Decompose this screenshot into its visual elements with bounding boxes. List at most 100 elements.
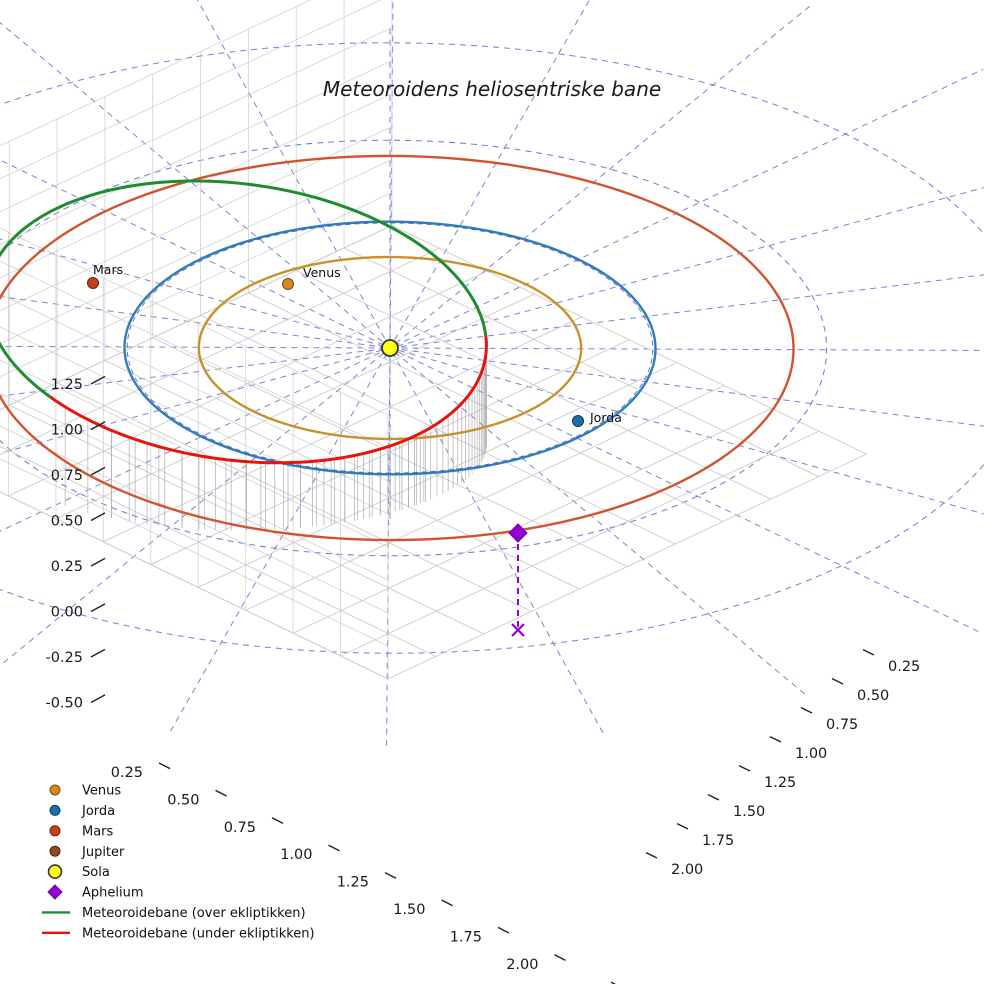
aphelion-diamond-marker[interactable] (508, 523, 528, 543)
z-axis-tick (90, 603, 106, 613)
x-axis-tick (158, 762, 171, 770)
legend-item[interactable]: Meteoroidebane (over ekliptikken) (42, 906, 306, 921)
legend-label: Mars (82, 824, 114, 839)
z-axis-tick-label: 1.25 (51, 377, 83, 393)
y-axis-tick-label: 0.25 (888, 659, 920, 675)
legend-circle-marker (47, 864, 63, 879)
y-axis-tick (707, 793, 720, 801)
z-axis-tick-label: -0.50 (45, 696, 83, 712)
x-axis-tick (328, 844, 340, 852)
y-axis-tick (831, 677, 844, 685)
y-axis-tick-label: 1.00 (795, 746, 827, 762)
x-axis-tick-label: 0.75 (224, 820, 256, 836)
legend-label: Aphelium (82, 886, 144, 901)
polar-spoke (0, 296, 984, 427)
z-axis-tick (90, 466, 106, 476)
legend-item[interactable]: Mars (49, 824, 114, 839)
y-axis-tick-label: 0.50 (857, 688, 889, 704)
y-axis-tick (676, 822, 689, 830)
legend-circle-marker (49, 804, 61, 816)
body-markers: Mars Venus Jorda (87, 262, 622, 427)
legend-circle-marker (49, 825, 61, 837)
z-axis-tick-label: -0.25 (45, 650, 83, 666)
planet-marker-mars[interactable] (87, 277, 99, 289)
planet-marker-jorda[interactable] (572, 415, 584, 427)
back-wall-right (0, 0, 393, 411)
legend-label: Sola (82, 865, 110, 880)
z-axis-tick-label: 0.75 (51, 468, 83, 484)
x-axis-tick (554, 954, 566, 962)
y-axis-tick-label: 1.25 (764, 775, 796, 791)
legend-circle-marker (49, 784, 61, 796)
planet-label-jorda: Jorda (589, 410, 622, 425)
y-axis-tick (862, 648, 875, 656)
x-axis-tick (497, 926, 510, 934)
y-axis-tick (738, 764, 751, 772)
orbit-jorda-guide (126, 222, 654, 474)
x-axis-tick (215, 789, 227, 797)
planet-orbits (0, 154, 795, 542)
z-axis-tick-label: 0.25 (51, 559, 83, 575)
back-wall-left (0, 227, 389, 680)
planet-marker-venus[interactable] (282, 278, 294, 290)
z-axis-tick (90, 557, 106, 567)
x-axis-tick-label: 1.50 (393, 902, 425, 918)
polar-spoke (0, 345, 984, 351)
planet-label-venus: Venus (303, 265, 341, 280)
y-axis-tick (645, 851, 658, 859)
x-axis-tick (384, 871, 397, 879)
legend-diamond-marker (47, 884, 63, 900)
meteoroid-below-ecliptic (47, 362, 486, 465)
x-axis-tick (271, 817, 284, 825)
legend-label: Meteoroidebane (under ekliptikken) (82, 926, 315, 941)
x-axis-tick-label: 0.50 (167, 792, 199, 808)
legend-circle-marker (49, 845, 61, 857)
legend-item[interactable]: Jupiter (49, 845, 125, 860)
z-axis-tick (90, 375, 106, 385)
x-axis-tick-label: 1.25 (337, 875, 369, 891)
polar-spoke (0, 159, 979, 632)
sun-marker[interactable] (381, 339, 399, 357)
z-axis-tick (90, 694, 106, 704)
floor-pane (0, 225, 867, 680)
meteoroid-orbit (0, 179, 488, 465)
meteoroid-below-ecliptic (482, 333, 488, 366)
stem-lines (64, 345, 487, 531)
z-axis-tick (90, 421, 106, 431)
legend-item[interactable]: Jorda (49, 804, 115, 819)
y-axis-tick (800, 706, 813, 714)
legend-label: Meteoroidebane (over ekliptikken) (82, 906, 306, 921)
orbit-venus (197, 255, 583, 441)
y-axis-tick-label: 1.50 (733, 804, 765, 820)
y-axis-tick-label: 0.75 (826, 717, 858, 733)
z-axis-tick (90, 648, 106, 658)
z-axis-tick-label: 0.00 (51, 605, 83, 621)
z-axis-tick-label: 1.00 (51, 423, 83, 439)
legend-item[interactable]: Sola (47, 864, 110, 880)
y-axis-tick (769, 735, 782, 743)
axes-panes (0, 0, 867, 680)
x-axis-tick (441, 899, 453, 907)
aphelion-marker-group (508, 523, 528, 637)
x-axis-tick (610, 981, 617, 984)
legend-item[interactable]: Venus (49, 784, 121, 799)
meteoroid-above-ecliptic (0, 179, 488, 398)
legend[interactable]: Venus Jorda Mars Jupiter Sola Aphelium Meteoro… (42, 784, 315, 942)
z-axis-tick (90, 512, 106, 522)
orbit-jorda (123, 220, 657, 476)
y-axis-tick-label: 1.75 (702, 833, 734, 849)
legend-label: Venus (82, 784, 121, 799)
y-axis-tick-label: 2.00 (671, 862, 703, 878)
legend-item[interactable]: Meteoroidebane (under ekliptikken) (42, 926, 315, 941)
z-axis-tick-label: 0.50 (51, 514, 83, 530)
orbit-mars (0, 154, 795, 542)
x-axis-tick-label: 1.00 (280, 847, 312, 863)
x-axis-tick-label: 0.25 (111, 765, 143, 781)
legend-label: Jorda (81, 804, 115, 819)
legend-item[interactable]: Aphelium (47, 884, 144, 901)
x-axis-tick-label: 1.75 (450, 929, 482, 945)
planet-label-mars: Mars (93, 262, 123, 277)
aphelion-projection-x-icon (511, 623, 525, 637)
legend-label: Jupiter (81, 845, 125, 860)
